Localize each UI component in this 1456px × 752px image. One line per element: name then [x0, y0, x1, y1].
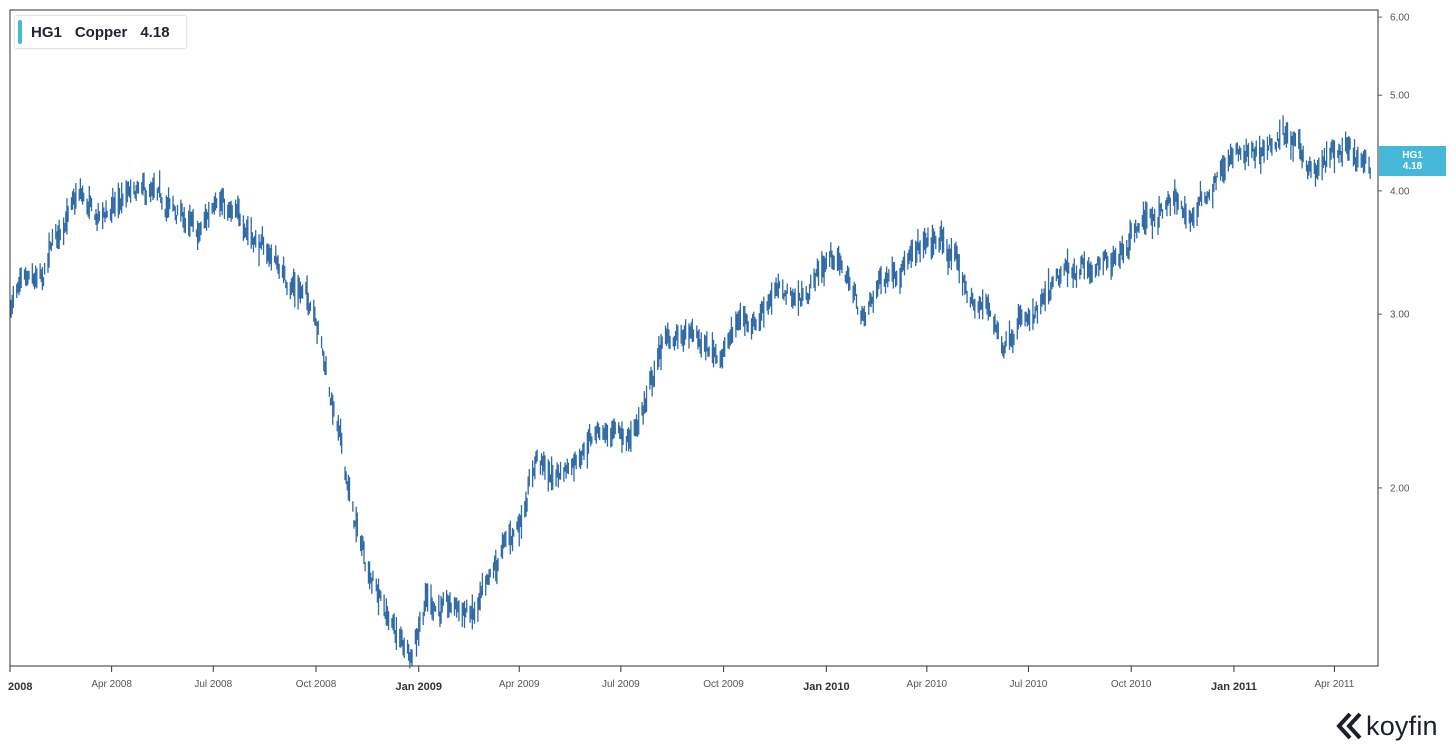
x-tick-label: Jul 2009 — [602, 679, 640, 690]
x-tick-label: Apr 2011 — [1315, 679, 1355, 690]
y-tick-label: 3.00 — [1390, 310, 1410, 321]
legend-name: Copper — [74, 23, 128, 41]
x-tick-label: Jan 2009 — [395, 681, 441, 693]
series-legend: HG1 Copper 4.18 — [14, 15, 187, 49]
x-tick-label: Jan 2011 — [1211, 681, 1257, 693]
x-tick-label: Oct 2009 — [703, 679, 744, 690]
x-tick-label: Apr 2009 — [499, 679, 540, 690]
x-tick-label: Oct 2010 — [1111, 679, 1152, 690]
plot-frame — [9, 9, 1379, 667]
legend-ticker: HG1 — [31, 23, 62, 41]
x-tick-label: Jul 2010 — [1010, 679, 1048, 690]
x-tick-label: Jan 2010 — [803, 681, 849, 693]
y-tick-label: 6.00 — [1390, 13, 1410, 24]
ohlc-bars — [10, 115, 1371, 669]
x-tick-label: Jul 2008 — [194, 679, 232, 690]
last-price-tag: HG1 4.18 — [1379, 146, 1446, 176]
koyfin-wordmark: koyfin — [1366, 710, 1438, 741]
x-axis: 2008 Apr 2008 Jul 2008 Oct 2008 Jan 2009 Apr … — [8, 666, 1355, 693]
y-tick-label: 4.00 — [1390, 186, 1410, 197]
price-tag-ticker: HG1 — [1402, 150, 1423, 161]
koyfin-logo: koyfin — [1336, 708, 1438, 744]
legend-color-bar — [18, 20, 22, 44]
y-tick-label: 2.00 — [1390, 483, 1410, 494]
koyfin-chevron-icon — [1336, 712, 1362, 740]
legend-value: 4.18 — [140, 23, 170, 41]
y-tick-label: 5.00 — [1390, 91, 1410, 102]
x-tick-label: Oct 2008 — [296, 679, 337, 690]
y-axis: 2.00 3.00 4.00 5.00 6.00 — [1378, 13, 1410, 494]
price-tag-value: 4.18 — [1402, 161, 1423, 172]
x-tick-label: Apr 2010 — [907, 679, 948, 690]
x-tick-label: 2008 — [8, 681, 32, 693]
x-tick-label: Apr 2008 — [91, 679, 132, 690]
